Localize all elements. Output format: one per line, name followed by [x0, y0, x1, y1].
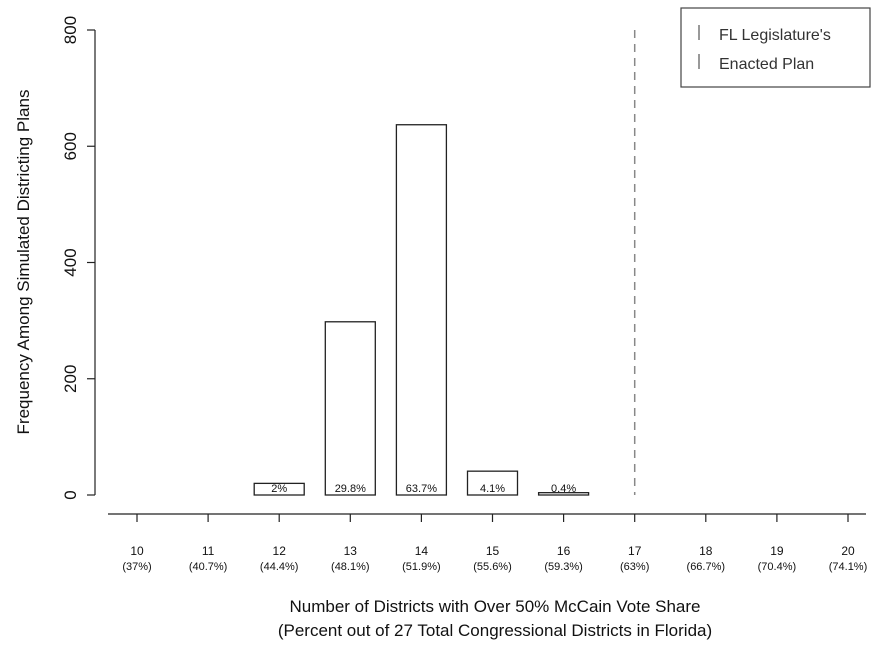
x-tick-pct-14: (51.9%) — [402, 561, 441, 573]
legend: FL Legislature's Enacted Plan — [680, 7, 871, 88]
bar-12 — [253, 482, 305, 496]
x-axis-title-line2: (Percent out of 27 Total Congressional D… — [278, 621, 712, 640]
x-tick-label-18: 18 — [699, 544, 713, 558]
x-tick-label-17: 17 — [628, 544, 642, 558]
x-tick-pct-16: (59.3%) — [544, 561, 583, 573]
x-tick-label-10: 10 — [130, 544, 144, 558]
x-tick-label-19: 19 — [770, 544, 784, 558]
x-tick-pct-15: (55.6%) — [473, 561, 512, 573]
y-tick-label-200: 200 — [61, 365, 80, 393]
legend-box — [680, 7, 871, 88]
y-tick-label-800: 800 — [61, 16, 80, 44]
bar-label-16: 0.4% — [551, 483, 576, 495]
x-tick-label-11: 11 — [202, 544, 215, 558]
x-axis-title-line1: Number of Districts with Over 50% McCain… — [290, 597, 701, 616]
x-tick-label-12: 12 — [273, 544, 287, 558]
x-tick-label-20: 20 — [841, 544, 855, 558]
x-tick-pct-20: (74.1%) — [829, 561, 868, 573]
y-tick-label-0: 0 — [61, 490, 80, 499]
x-tick-pct-17: (63%) — [620, 561, 649, 573]
x-tick-pct-10: (37%) — [122, 561, 151, 573]
y-tick-label-600: 600 — [61, 132, 80, 160]
bars-group: 2% 29.8% 63.7% 4.1% 0.4% — [253, 124, 590, 496]
bar-label-13: 29.8% — [335, 483, 366, 495]
bar-label-15: 4.1% — [480, 483, 505, 495]
y-axis: 0 200 400 600 800 — [61, 16, 96, 500]
bar-label-14: 63.7% — [406, 483, 437, 495]
x-tick-label-14: 14 — [415, 544, 429, 558]
y-tick-label-400: 400 — [61, 248, 80, 276]
legend-text-line2: Enacted Plan — [719, 56, 814, 73]
x-tick-pct-19: (70.4%) — [758, 561, 797, 573]
x-tick-label-15: 15 — [486, 544, 500, 558]
bar-15 — [466, 470, 519, 496]
bar-14 — [395, 124, 448, 496]
bar-16 — [537, 492, 590, 496]
x-tick-pct-11: (40.7%) — [189, 561, 228, 573]
x-tick-pct-13: (48.1%) — [331, 561, 370, 573]
y-axis-title: Frequency Among Simulated Districting Pl… — [14, 90, 33, 435]
x-tick-pct-12: (44.4%) — [260, 561, 299, 573]
x-tick-pct-18: (66.7%) — [687, 561, 726, 573]
x-axis: 10 (37%) 11 (40.7%) 12 (44.4%) 13 (48.1%) 14 (51.… — [108, 513, 868, 573]
legend-text-line1: FL Legislature's — [719, 27, 831, 44]
x-tick-label-13: 13 — [344, 544, 358, 558]
x-tick-label-16: 16 — [557, 544, 571, 558]
bar-label-12: 2% — [271, 483, 287, 495]
bar-13 — [324, 321, 376, 496]
